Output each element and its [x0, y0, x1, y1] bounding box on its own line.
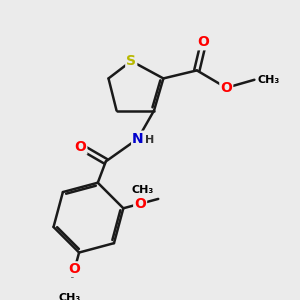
Text: CH₃: CH₃: [132, 185, 154, 195]
Text: O: O: [74, 140, 86, 154]
Text: O: O: [198, 35, 209, 49]
Text: CH₃: CH₃: [257, 75, 279, 85]
Text: N: N: [132, 132, 144, 146]
Text: O: O: [134, 197, 146, 211]
Text: CH₃: CH₃: [58, 293, 81, 300]
Text: S: S: [126, 54, 136, 68]
Text: H: H: [146, 135, 155, 145]
Text: O: O: [220, 81, 232, 95]
Text: O: O: [69, 262, 80, 276]
